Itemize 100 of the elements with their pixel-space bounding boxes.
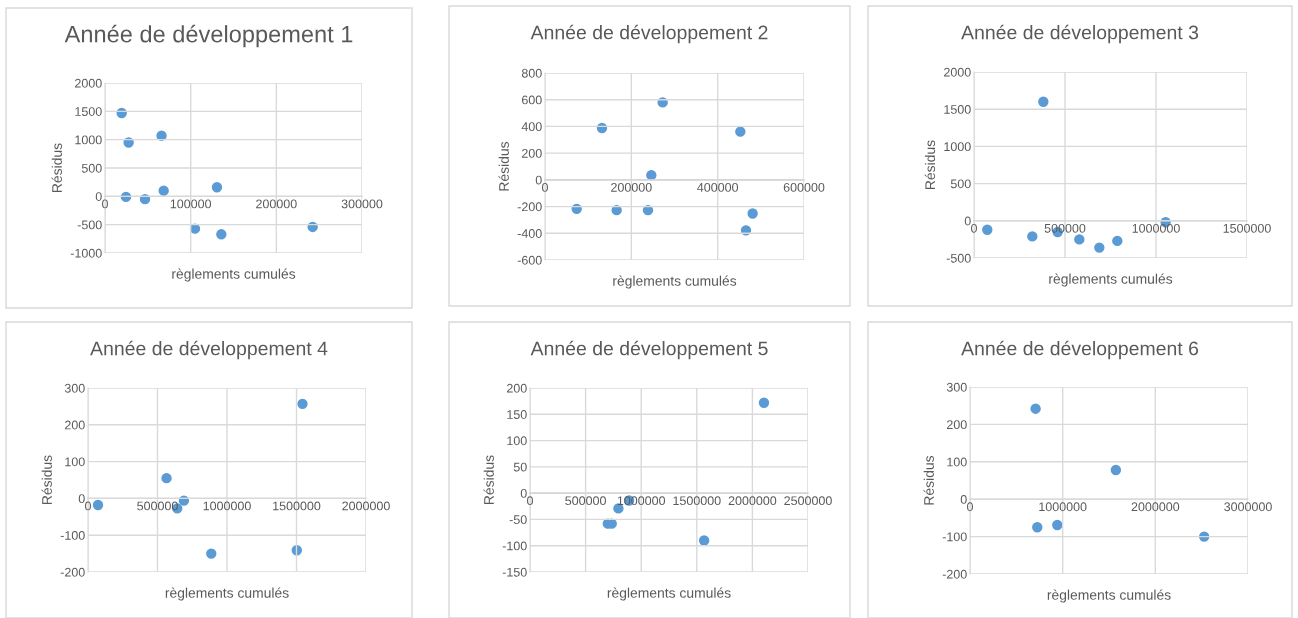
point [735,126,746,137]
point [611,204,622,216]
y-tick-label: 100 [947,457,967,467]
y-tick-label: -200 [60,567,85,577]
point [1030,403,1041,414]
x-tick-label: 2500000 [784,496,832,506]
x-tick-label: 100000 [170,199,212,209]
y-tick-label: 300 [64,383,85,393]
y-tick-label: -150 [502,567,527,577]
point [297,398,308,410]
y-tick-label: 400 [521,122,542,132]
x-axis-title: règlements cumulés [1047,589,1171,603]
y-tick-label: 600 [522,95,542,105]
y-tick-label: -500 [946,253,971,263]
point [982,224,993,235]
x-axis-title: règlements cumulés [613,275,737,289]
point [211,182,223,193]
x-axis-title: règlements cumulés [607,587,731,601]
point [1027,231,1038,242]
point [1052,519,1063,531]
point [161,472,172,484]
x-tick-label: 1000000 [203,501,251,511]
y-tick-label: 200 [507,383,527,393]
point [646,169,657,181]
y-tick-label: 0 [535,175,542,185]
point [758,397,770,408]
y-tick-label: 300 [946,382,967,392]
point [92,499,104,511]
point [1110,464,1122,476]
x-tick-label: 600000 [783,182,825,192]
point [139,193,151,205]
y-tick-label: 50 [513,462,527,472]
point [123,137,134,148]
y-tick-label: 1500 [944,105,971,114]
x-tick-label: 2000000 [342,501,390,511]
x-axis-title: règlements cumulés [1049,273,1173,287]
x-tick-label: 2000000 [728,496,777,506]
point [1038,96,1049,107]
point [1074,234,1085,245]
y-axis-title: Résidus [924,140,936,189]
y-tick-label: -100 [60,531,85,540]
y-tick-label: 100 [507,436,527,446]
x-tick-label: 1000000 [1039,502,1087,512]
x-tick-label: 300000 [341,199,383,209]
point [642,204,654,216]
y-axis-title: Résidus [41,455,52,504]
point [1112,235,1123,247]
y-tick-label: 800 [521,68,542,78]
x-tick-label: 3000000 [1224,502,1272,512]
y-tick-label: 200 [522,148,542,158]
point [747,208,758,219]
y-tick-label: -400 [517,229,542,238]
point [156,130,167,141]
y-tick-label: 1500 [75,107,102,116]
x-tick-label: 1000000 [1132,223,1180,233]
y-tick-label: -50 [509,515,527,525]
y-tick-label: 2000 [944,67,971,77]
y-tick-label: 500 [950,179,971,189]
x-axis-title: règlements cumulés [165,587,289,601]
y-tick-label: 0 [964,216,971,226]
y-tick-label: 0 [520,488,527,498]
y-tick-label: 2000 [75,78,102,88]
x-tick-label: 1500000 [673,496,721,506]
y-axis-title: Résidus [51,143,62,192]
x-tick-label: 1500000 [273,501,321,511]
y-tick-label: 150 [507,410,527,419]
y-axis-title: Résidus [923,455,934,505]
x-tick-label: 500000 [1044,223,1086,233]
y-tick-label: 0 [95,192,102,201]
x-tick-label: 500000 [565,496,606,506]
y-axis-title: Résidus [483,455,494,504]
point [1094,242,1105,253]
point [1032,522,1043,533]
y-tick-label: 100 [65,457,85,467]
x-tick-label: 400000 [697,182,739,192]
x-axis-title: règlements cumulés [172,268,296,282]
chart-title: Année de développement 4 [90,340,328,360]
point [206,548,217,559]
y-tick-label: 200 [947,420,967,430]
x-tick-label: 200000 [611,182,652,192]
y-tick-label: -500 [77,220,102,230]
x-tick-label: 2000000 [1131,502,1180,512]
x-tick-label: 200000 [256,199,297,209]
point [698,535,710,546]
x-tick-label: 1500000 [1223,223,1271,233]
chart-title: Année de développement 1 [64,24,353,48]
point [216,229,227,240]
y-tick-label: -100 [942,532,967,542]
chart-title: Année de développement 5 [530,340,768,360]
chart-title: Année de développement 6 [961,340,1199,360]
y-tick-label: 1000 [75,135,102,145]
y-tick-label: -100 [502,541,527,551]
y-tick-label: -200 [942,569,967,579]
point [158,185,169,196]
y-axis-title: Résidus [498,141,509,191]
chart-title: Année de développement 2 [530,24,768,44]
chart-title: Année de développement 3 [961,24,1199,44]
y-tick-label: -1000 [70,248,102,258]
y-tick-label: -600 [517,255,542,265]
y-tick-label: 500 [81,163,102,173]
